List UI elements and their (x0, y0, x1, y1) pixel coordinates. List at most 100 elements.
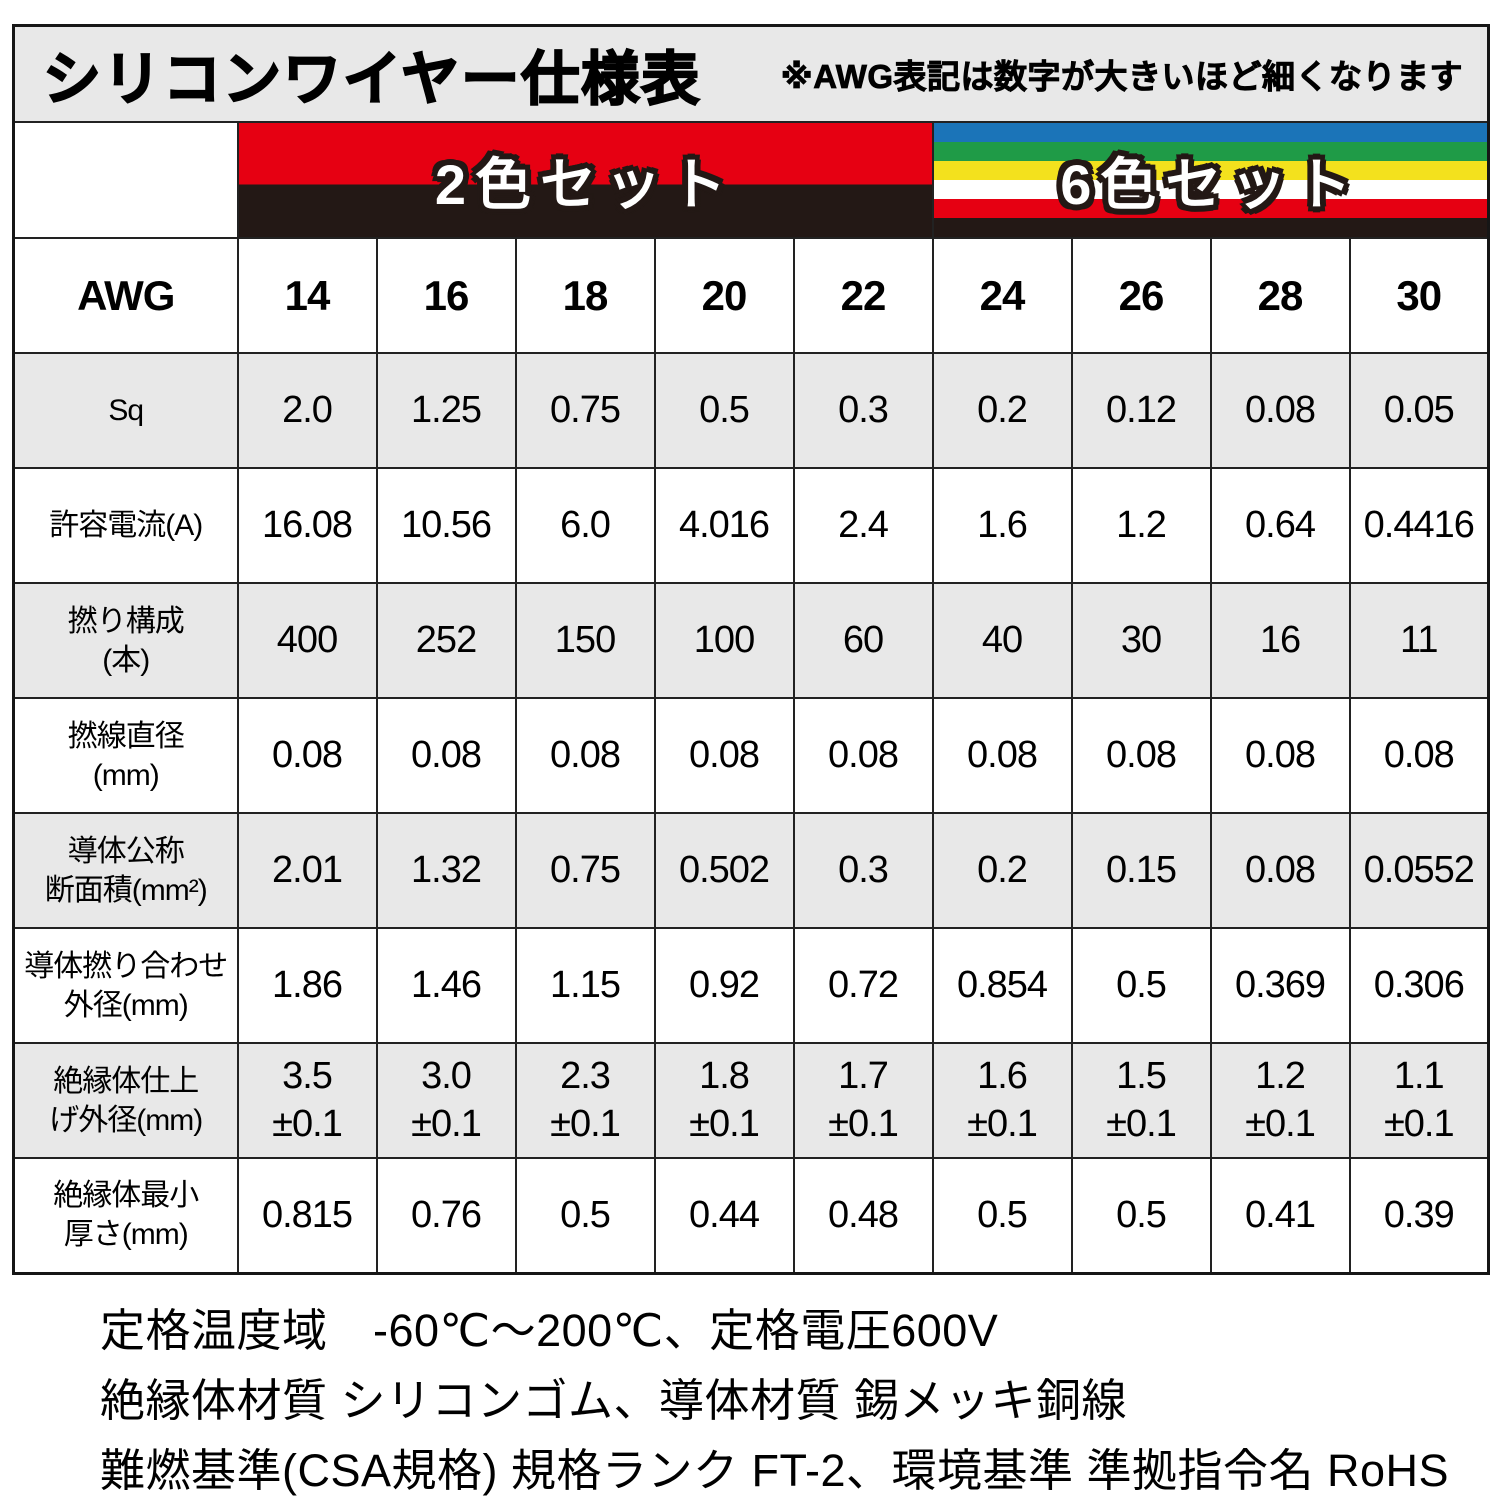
value-cell: 0.5 (514, 1157, 656, 1274)
value-cell: 0.41 (1209, 1157, 1351, 1274)
row-label: 撚り構成 (本) (12, 582, 239, 699)
awg-size-header: 24 (931, 237, 1073, 354)
value-cell: 0.08 (1209, 697, 1351, 814)
value-cell: 0.2 (931, 812, 1073, 929)
awg-size-header: 20 (653, 237, 795, 354)
table-row: 撚線直径 (mm) 0.08 0.08 0.08 0.08 0.08 0.08 0.08 0.0… (12, 697, 1490, 814)
value-cell: 3.5 ±0.1 (236, 1042, 378, 1159)
awg-size-header: 28 (1209, 237, 1351, 354)
value-cell: 150 (514, 582, 656, 699)
table-row: 導体公称 断面積(mm²) 2.01 1.32 0.75 0.502 0.3 0.2 0.15… (12, 812, 1490, 929)
two-color-band-label: 2色セット (434, 152, 736, 216)
color-band-row: 2色セット 6色セット (12, 121, 1490, 239)
value-cell: 0.08 (1209, 812, 1351, 929)
awg-corner-label: AWG (12, 237, 239, 354)
value-cell: 10.56 (375, 467, 517, 584)
value-cell: 0.08 (514, 697, 656, 814)
value-cell: 0.08 (1348, 697, 1490, 814)
value-cell: 1.7 ±0.1 (792, 1042, 934, 1159)
value-cell: 1.8 ±0.1 (653, 1042, 795, 1159)
note-line-materials: 絶縁体材質 シリコンゴム、導体材質 錫メッキ銅線 (100, 1374, 1128, 1426)
value-cell: 0.75 (514, 352, 656, 469)
six-color-band: 6色セット (931, 121, 1490, 239)
six-color-stripes: 6色セット (933, 123, 1488, 237)
value-cell: 0.44 (653, 1157, 795, 1274)
value-cell: 1.86 (236, 927, 378, 1044)
note-line-standards: 難燃基準(CSA規格) 規格ランク FT-2、環境基準 準拠指令名 RoHS (100, 1444, 1450, 1496)
awg-size-header: 16 (375, 237, 517, 354)
value-cell: 0.75 (514, 812, 656, 929)
band-row-empty-cell (12, 121, 239, 239)
value-cell: 0.39 (1348, 1157, 1490, 1274)
value-cell: 0.854 (931, 927, 1073, 1044)
page-title: シリコンワイヤー仕様表 (42, 46, 702, 113)
table-row: 絶縁体最小 厚さ(mm) 0.815 0.76 0.5 0.44 0.48 0.5 0.5 0.… (12, 1157, 1490, 1274)
value-cell: 0.64 (1209, 467, 1351, 584)
row-label: 導体公称 断面積(mm²) (12, 812, 239, 929)
table-row: 絶縁体仕上 げ外径(mm) 3.5 ±0.1 3.0 ±0.1 2.3 ±0.1 1.8… (12, 1042, 1490, 1159)
value-cell: 0.15 (1070, 812, 1212, 929)
table-row: 導体撚り合わせ 外径(mm) 1.86 1.46 1.15 0.92 0.72 0.854 0… (12, 927, 1490, 1044)
value-cell: 0.08 (375, 697, 517, 814)
value-cell: 1.2 (1070, 467, 1212, 584)
value-cell: 11 (1348, 582, 1490, 699)
value-cell: 0.08 (931, 697, 1073, 814)
value-cell: 0.369 (1209, 927, 1351, 1044)
six-color-band-label: 6色セット (1060, 152, 1361, 216)
value-cell: 252 (375, 582, 517, 699)
value-cell: 40 (931, 582, 1073, 699)
value-cell: 0.08 (236, 697, 378, 814)
value-cell: 0.5 (1070, 927, 1212, 1044)
value-cell: 2.0 (236, 352, 378, 469)
value-cell: 0.4416 (1348, 467, 1490, 584)
value-cell: 0.306 (1348, 927, 1490, 1044)
value-cell: 3.0 ±0.1 (375, 1042, 517, 1159)
two-color-band: 2色セット (236, 121, 934, 239)
value-cell: 1.15 (514, 927, 656, 1044)
row-label: 導体撚り合わせ 外径(mm) (12, 927, 239, 1044)
value-cell: 30 (1070, 582, 1212, 699)
value-cell: 1.32 (375, 812, 517, 929)
value-cell: 0.815 (236, 1157, 378, 1274)
value-cell: 2.01 (236, 812, 378, 929)
table-row: 許容電流(A) 16.08 10.56 6.0 4.016 2.4 1.6 1.2 0.64 0.… (12, 467, 1490, 584)
row-label: 許容電流(A) (12, 467, 239, 584)
value-cell: 0.502 (653, 812, 795, 929)
value-cell: 0.05 (1348, 352, 1490, 469)
value-cell: 2.3 ±0.1 (514, 1042, 656, 1159)
value-cell: 0.5 (931, 1157, 1073, 1274)
awg-header-row: AWG 14 16 18 20 22 24 26 28 30 (12, 237, 1490, 354)
value-cell: 1.5 ±0.1 (1070, 1042, 1212, 1159)
value-cell: 0.08 (792, 697, 934, 814)
awg-size-header: 22 (792, 237, 934, 354)
row-label: 絶縁体最小 厚さ(mm) (12, 1157, 239, 1274)
value-cell: 0.92 (653, 927, 795, 1044)
table-row: Sq 2.0 1.25 0.75 0.5 0.3 0.2 0.12 0.08 0.05 (12, 352, 1490, 469)
row-label: Sq (12, 352, 239, 469)
value-cell: 60 (792, 582, 934, 699)
value-cell: 0.12 (1070, 352, 1212, 469)
value-cell: 1.1 ±0.1 (1348, 1042, 1490, 1159)
awg-size-header: 26 (1070, 237, 1212, 354)
value-cell: 1.46 (375, 927, 517, 1044)
value-cell: 1.6 ±0.1 (931, 1042, 1073, 1159)
value-cell: 1.2 ±0.1 (1209, 1042, 1351, 1159)
value-cell: 0.08 (1209, 352, 1351, 469)
value-cell: 0.3 (792, 812, 934, 929)
value-cell: 0.76 (375, 1157, 517, 1274)
value-cell: 0.08 (1070, 697, 1212, 814)
spec-table: シリコンワイヤー仕様表 ※AWG表記は数字が大きいほど細くなります 2色セット … (12, 24, 1491, 1275)
value-cell: 0.72 (792, 927, 934, 1044)
header-row: シリコンワイヤー仕様表 ※AWG表記は数字が大きいほど細くなります (12, 24, 1490, 123)
note-line-temperature: 定格温度域 -60℃～200℃、定格電圧600V (100, 1305, 999, 1356)
row-label: 絶縁体仕上 げ外径(mm) (12, 1042, 239, 1159)
value-cell: 16 (1209, 582, 1351, 699)
awg-size-header: 14 (236, 237, 378, 354)
value-cell: 0.48 (792, 1157, 934, 1274)
value-cell: 0.5 (653, 352, 795, 469)
table-row: 撚り構成 (本) 400 252 150 100 60 40 30 16 11 (12, 582, 1490, 699)
row-label: 撚線直径 (mm) (12, 697, 239, 814)
value-cell: 6.0 (514, 467, 656, 584)
value-cell: 0.08 (653, 697, 795, 814)
